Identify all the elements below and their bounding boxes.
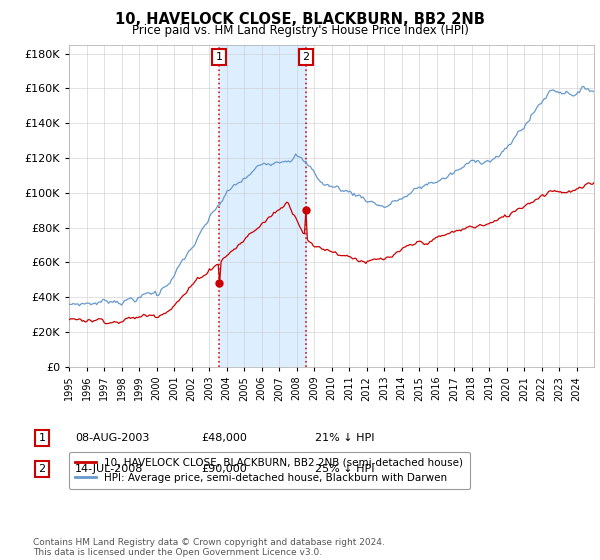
Text: £48,000: £48,000 bbox=[201, 433, 247, 443]
Text: 1: 1 bbox=[38, 433, 46, 443]
Text: 25% ↓ HPI: 25% ↓ HPI bbox=[315, 464, 374, 474]
Text: 1: 1 bbox=[216, 52, 223, 62]
Bar bbox=[220, 45, 306, 367]
Text: Price paid vs. HM Land Registry's House Price Index (HPI): Price paid vs. HM Land Registry's House … bbox=[131, 24, 469, 37]
Text: 21% ↓ HPI: 21% ↓ HPI bbox=[315, 433, 374, 443]
Text: 10, HAVELOCK CLOSE, BLACKBURN, BB2 2NB: 10, HAVELOCK CLOSE, BLACKBURN, BB2 2NB bbox=[115, 12, 485, 27]
Text: 2: 2 bbox=[38, 464, 46, 474]
Legend: 10, HAVELOCK CLOSE, BLACKBURN, BB2 2NB (semi-detached house), HPI: Average price: 10, HAVELOCK CLOSE, BLACKBURN, BB2 2NB (… bbox=[69, 451, 470, 489]
Text: 14-JUL-2008: 14-JUL-2008 bbox=[75, 464, 143, 474]
Text: Contains HM Land Registry data © Crown copyright and database right 2024.
This d: Contains HM Land Registry data © Crown c… bbox=[33, 538, 385, 557]
Text: 08-AUG-2003: 08-AUG-2003 bbox=[75, 433, 149, 443]
Text: 2: 2 bbox=[302, 52, 310, 62]
Text: £90,000: £90,000 bbox=[201, 464, 247, 474]
